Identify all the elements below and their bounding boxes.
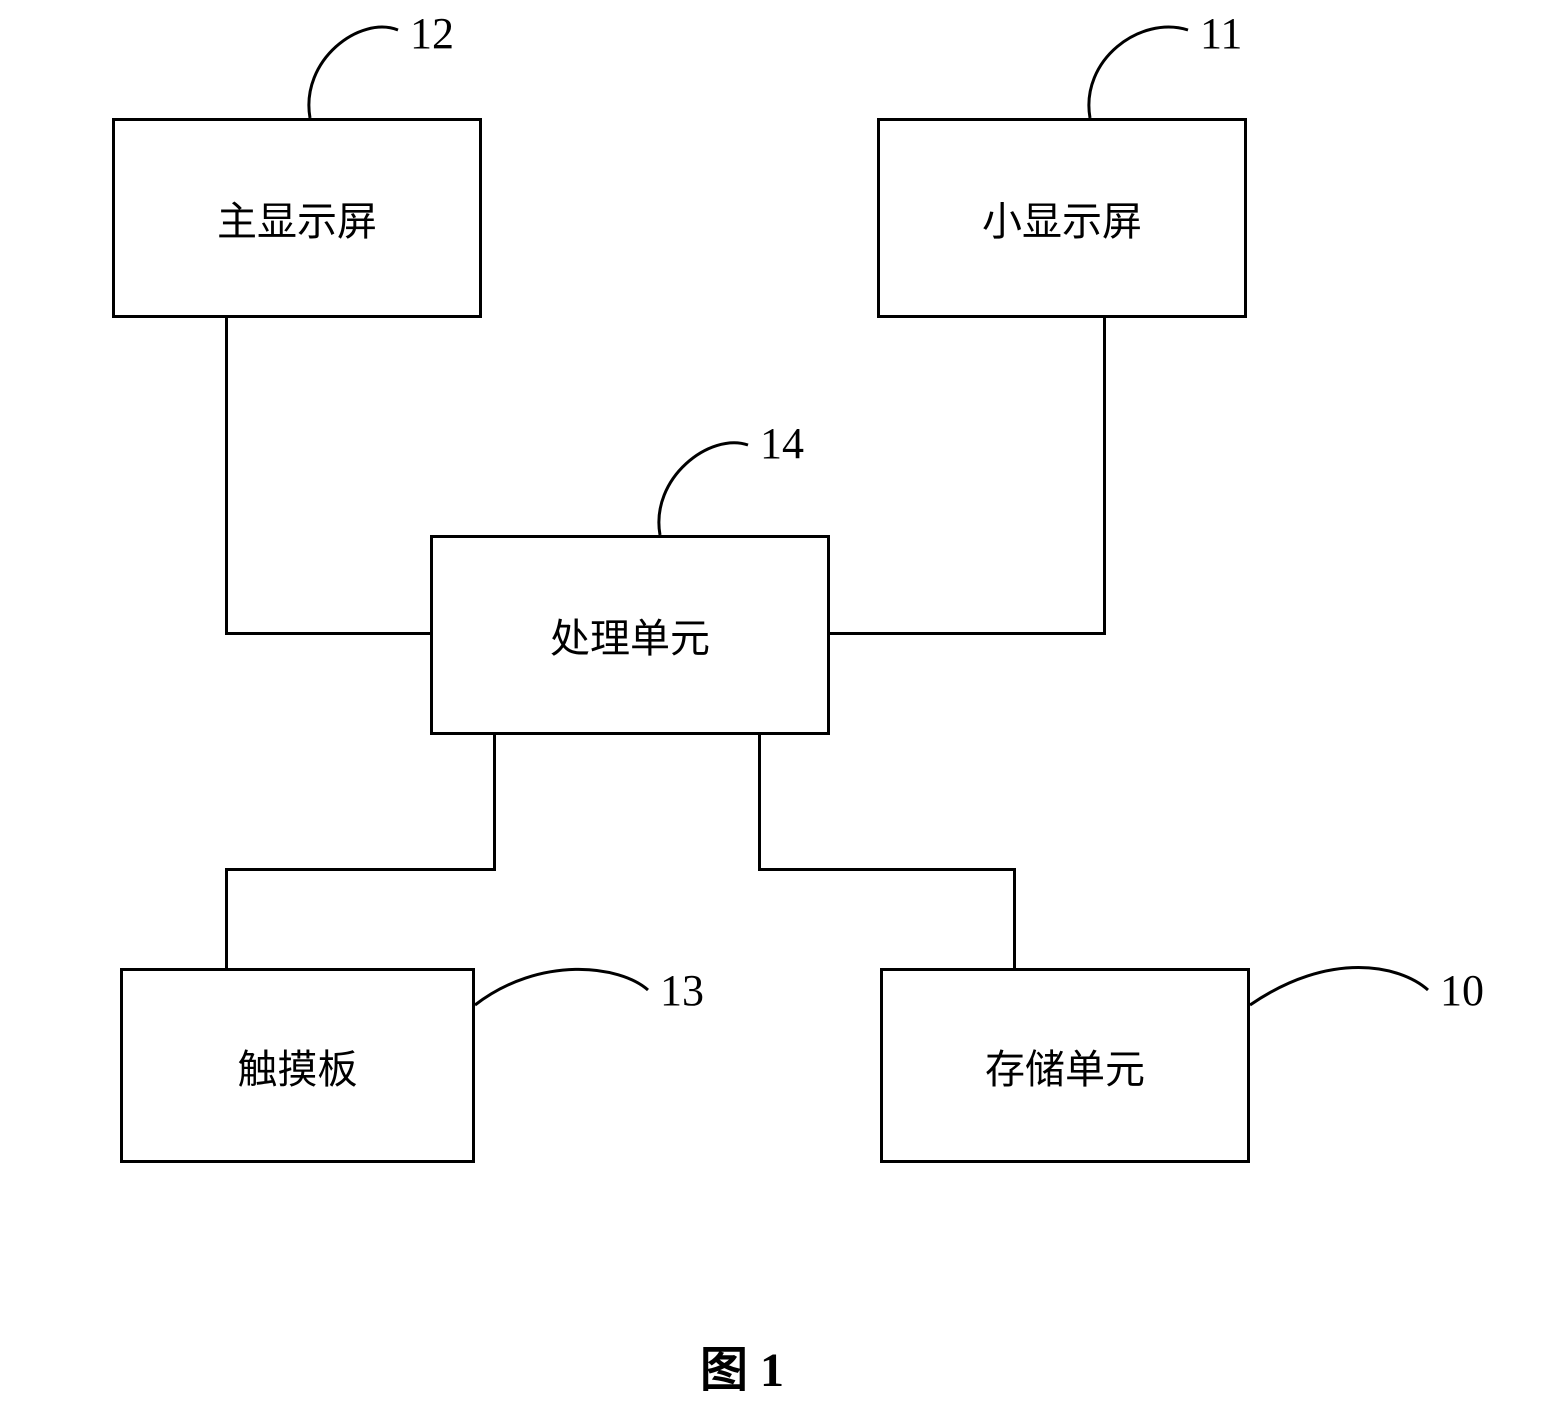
figure-caption: 图 1 (700, 1330, 784, 1400)
callout-curve-10 (0, 0, 1557, 1427)
diagram-canvas: 主显示屏 小显示屏 处理单元 触摸板 存储单元 12 11 14 13 (0, 0, 1557, 1427)
callout-label-storage-unit: 10 (1440, 965, 1484, 1016)
